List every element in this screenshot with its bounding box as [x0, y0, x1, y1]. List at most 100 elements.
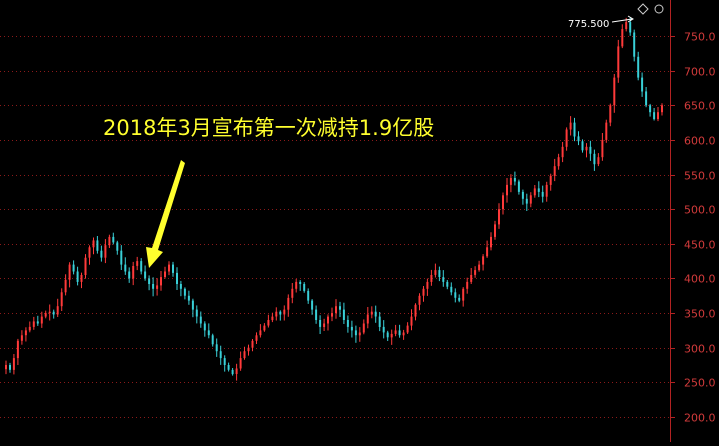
candle-body — [342, 309, 345, 320]
candle-body — [653, 112, 656, 120]
y-tick-label: 550.0 — [684, 170, 716, 183]
candle-body — [116, 242, 119, 251]
candle-body — [112, 236, 115, 243]
candle-body — [593, 153, 596, 165]
candle-body — [446, 281, 449, 287]
candle-body — [195, 309, 198, 317]
candle-body — [450, 286, 453, 293]
candle-body — [394, 330, 397, 334]
candle-body — [283, 309, 286, 315]
candle-body — [382, 326, 385, 333]
candle-body — [438, 270, 441, 277]
candle-body — [140, 261, 143, 272]
candle-body — [529, 195, 532, 204]
candle-body — [418, 295, 421, 305]
candle-body — [12, 358, 15, 370]
candle-body — [295, 281, 298, 289]
candle-body — [72, 264, 75, 272]
candle-body — [303, 284, 306, 291]
candle-body — [132, 266, 135, 279]
candle-body — [406, 325, 409, 333]
candle-body — [506, 184, 508, 196]
candle-body — [434, 270, 437, 275]
candle-body — [557, 157, 560, 167]
candle-body — [88, 247, 91, 258]
candle-body — [398, 330, 401, 336]
candle-body — [267, 320, 270, 326]
candle-body — [521, 191, 524, 199]
candle-body — [32, 321, 35, 327]
candle-body — [370, 311, 373, 315]
candle-body — [319, 320, 322, 327]
max-price-label: 775.500 — [568, 19, 609, 30]
candles — [5, 17, 663, 381]
candle-body — [148, 278, 151, 284]
candle-body — [68, 264, 71, 280]
candle-body — [215, 344, 218, 352]
candle-body — [589, 146, 592, 154]
candle-body — [609, 105, 612, 123]
candle-body — [458, 297, 461, 301]
candle-body — [414, 304, 417, 317]
candle-body — [156, 285, 159, 289]
candle-body — [76, 271, 79, 282]
candle-body — [144, 271, 147, 279]
candle-body — [239, 358, 242, 369]
candle-body — [152, 284, 155, 289]
candle-body — [104, 245, 107, 258]
y-tick-label: 650.0 — [684, 100, 716, 113]
candle-body — [422, 288, 425, 296]
candle-body — [187, 295, 190, 301]
y-tick-label: 300.0 — [684, 343, 716, 356]
candle-body — [259, 330, 262, 336]
y-tick-label: 350.0 — [684, 308, 716, 321]
candle-body — [179, 284, 182, 289]
candle-body — [573, 122, 576, 137]
candle-body — [621, 29, 624, 47]
candle-body — [490, 236, 492, 248]
candle-body — [80, 275, 83, 282]
annotation-arrow — [146, 160, 185, 268]
max-arrow-line — [611, 18, 633, 23]
candle-body — [231, 369, 234, 375]
diamond-icon — [637, 3, 649, 15]
candle-body — [227, 365, 230, 370]
candle-body — [645, 91, 648, 106]
candle-body — [203, 323, 206, 331]
candle-body — [354, 330, 357, 336]
candle-body — [84, 257, 87, 275]
candle-body — [339, 306, 341, 310]
candle-body — [271, 316, 274, 321]
candle-body — [549, 175, 552, 185]
candle-body — [60, 292, 63, 307]
y-axis-ticks: 200.0 250.0 300.0 350.0 400.0 450.0 500.0 550.0… — [670, 31, 716, 425]
candle-body — [442, 277, 445, 282]
candle-body — [581, 141, 584, 151]
candle-body — [323, 323, 326, 327]
candle-body — [235, 368, 238, 374]
candle-body — [474, 270, 477, 275]
candle-body — [585, 146, 588, 151]
candle-body — [390, 333, 393, 338]
candle-body — [243, 351, 246, 359]
candle-body — [541, 191, 544, 197]
candle-body — [136, 261, 139, 266]
annotation-text: 2018年3月宣布第一次减持1.9亿股 — [103, 116, 434, 140]
candle-body — [482, 256, 485, 265]
candle-body — [124, 264, 127, 272]
candle-body — [637, 56, 640, 78]
candle-body — [299, 281, 302, 284]
candle-body — [9, 365, 11, 370]
candle-body — [335, 306, 337, 314]
y-tick-label: 600.0 — [684, 135, 716, 148]
candle-body — [199, 316, 202, 324]
candle-body — [545, 184, 548, 197]
candle-body — [641, 77, 644, 92]
candle-body — [311, 300, 314, 310]
candle-body — [164, 271, 166, 277]
candle-body — [569, 122, 572, 130]
candle-body — [430, 275, 433, 282]
candle-body — [172, 264, 174, 273]
candle-body — [20, 335, 23, 341]
candle-body — [5, 365, 7, 370]
